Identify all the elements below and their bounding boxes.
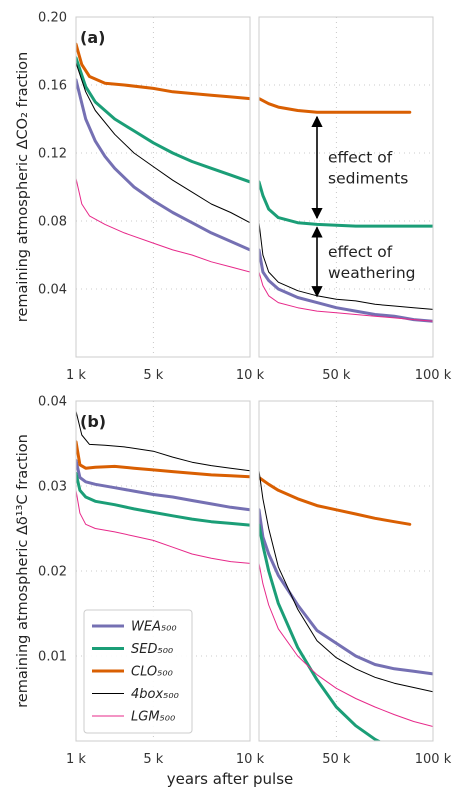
series-line-right (259, 271, 433, 322)
annotation-text: effect of (328, 148, 393, 166)
x-tick-label: 50 k (322, 752, 351, 767)
right-axes-frame (258, 400, 434, 742)
series-line-right (259, 508, 433, 676)
x-tick-label: 100 k (415, 752, 452, 767)
legend-entry: LGM₅₀₀ (131, 710, 176, 725)
legend-entry: CLO₅₀₀ (131, 665, 174, 680)
series-line-left (76, 78, 250, 252)
x-tick-label: 5 k (143, 368, 163, 383)
y-tick-label: 0.20 (38, 11, 67, 26)
x-tick-label: 10 k (236, 752, 265, 767)
y-axis-label: remaining atmospheric ΔCO₂ fraction (15, 52, 31, 322)
x-tick-label: 100 k (415, 368, 452, 383)
y-tick-label: 0.03 (38, 480, 67, 495)
x-tick-label: 1 k (66, 752, 86, 767)
y-tick-label: 0.08 (38, 215, 67, 230)
series-line-left (76, 471, 250, 527)
y-tick-label: 0.01 (38, 650, 67, 665)
x-axis-label: years after pulse (167, 770, 294, 788)
panel-b: 0.01 0.02 0.03 0.04 1 k 5 k 10 k 50 k 100 k (b) re… (15, 395, 452, 768)
x-tick-label: 1 k (66, 368, 86, 383)
series-line-left (76, 459, 250, 512)
x-tick-label: 50 k (322, 368, 351, 383)
legend-entry: SED₅₀₀ (131, 642, 174, 657)
series-line-left (76, 410, 250, 472)
annotation-text: effect of (328, 243, 393, 261)
series-line-right (259, 523, 382, 741)
series-line-right (259, 562, 433, 727)
annotation-text: sediments (328, 169, 408, 187)
legend-entry: 4box₅₀₀ (131, 687, 180, 702)
series-line-left (76, 489, 250, 564)
left-axes-frame (75, 400, 251, 742)
y-tick-label: 0.04 (38, 395, 67, 410)
annotation-text: weathering (328, 264, 416, 282)
panel-a: 0.04 0.08 0.12 0.16 0.20 1 k 5 k 10 k 50 k 100 k (… (15, 11, 452, 384)
series-line-left (76, 42, 250, 101)
y-tick-label: 0.04 (38, 283, 67, 298)
y-tick-label: 0.02 (38, 565, 67, 580)
x-tick-label: 10 k (236, 368, 265, 383)
y-tick-label: 0.12 (38, 147, 67, 162)
series-line-left (76, 62, 250, 224)
series-line-right (259, 222, 433, 310)
right-axes-frame (258, 16, 434, 358)
left-axes-frame (75, 16, 251, 358)
series-line-left (76, 440, 250, 479)
series-line-right (259, 180, 433, 228)
y-axis-label: remaining atmospheric Δδ¹³C fraction (15, 434, 31, 708)
x-tick-label: 5 k (143, 752, 163, 767)
series-line-right (259, 97, 412, 114)
y-tick-label: 0.16 (38, 79, 67, 94)
legend (83, 609, 193, 734)
series-line-right (259, 476, 412, 526)
series-line-right (259, 470, 433, 693)
series-line-left (76, 56, 250, 184)
series-line-left (76, 178, 250, 273)
legend-entry: WEA₅₀₀ (131, 620, 177, 635)
series-line-right (259, 248, 433, 323)
panel-label: (a) (80, 28, 105, 47)
panel-label: (b) (80, 412, 106, 431)
